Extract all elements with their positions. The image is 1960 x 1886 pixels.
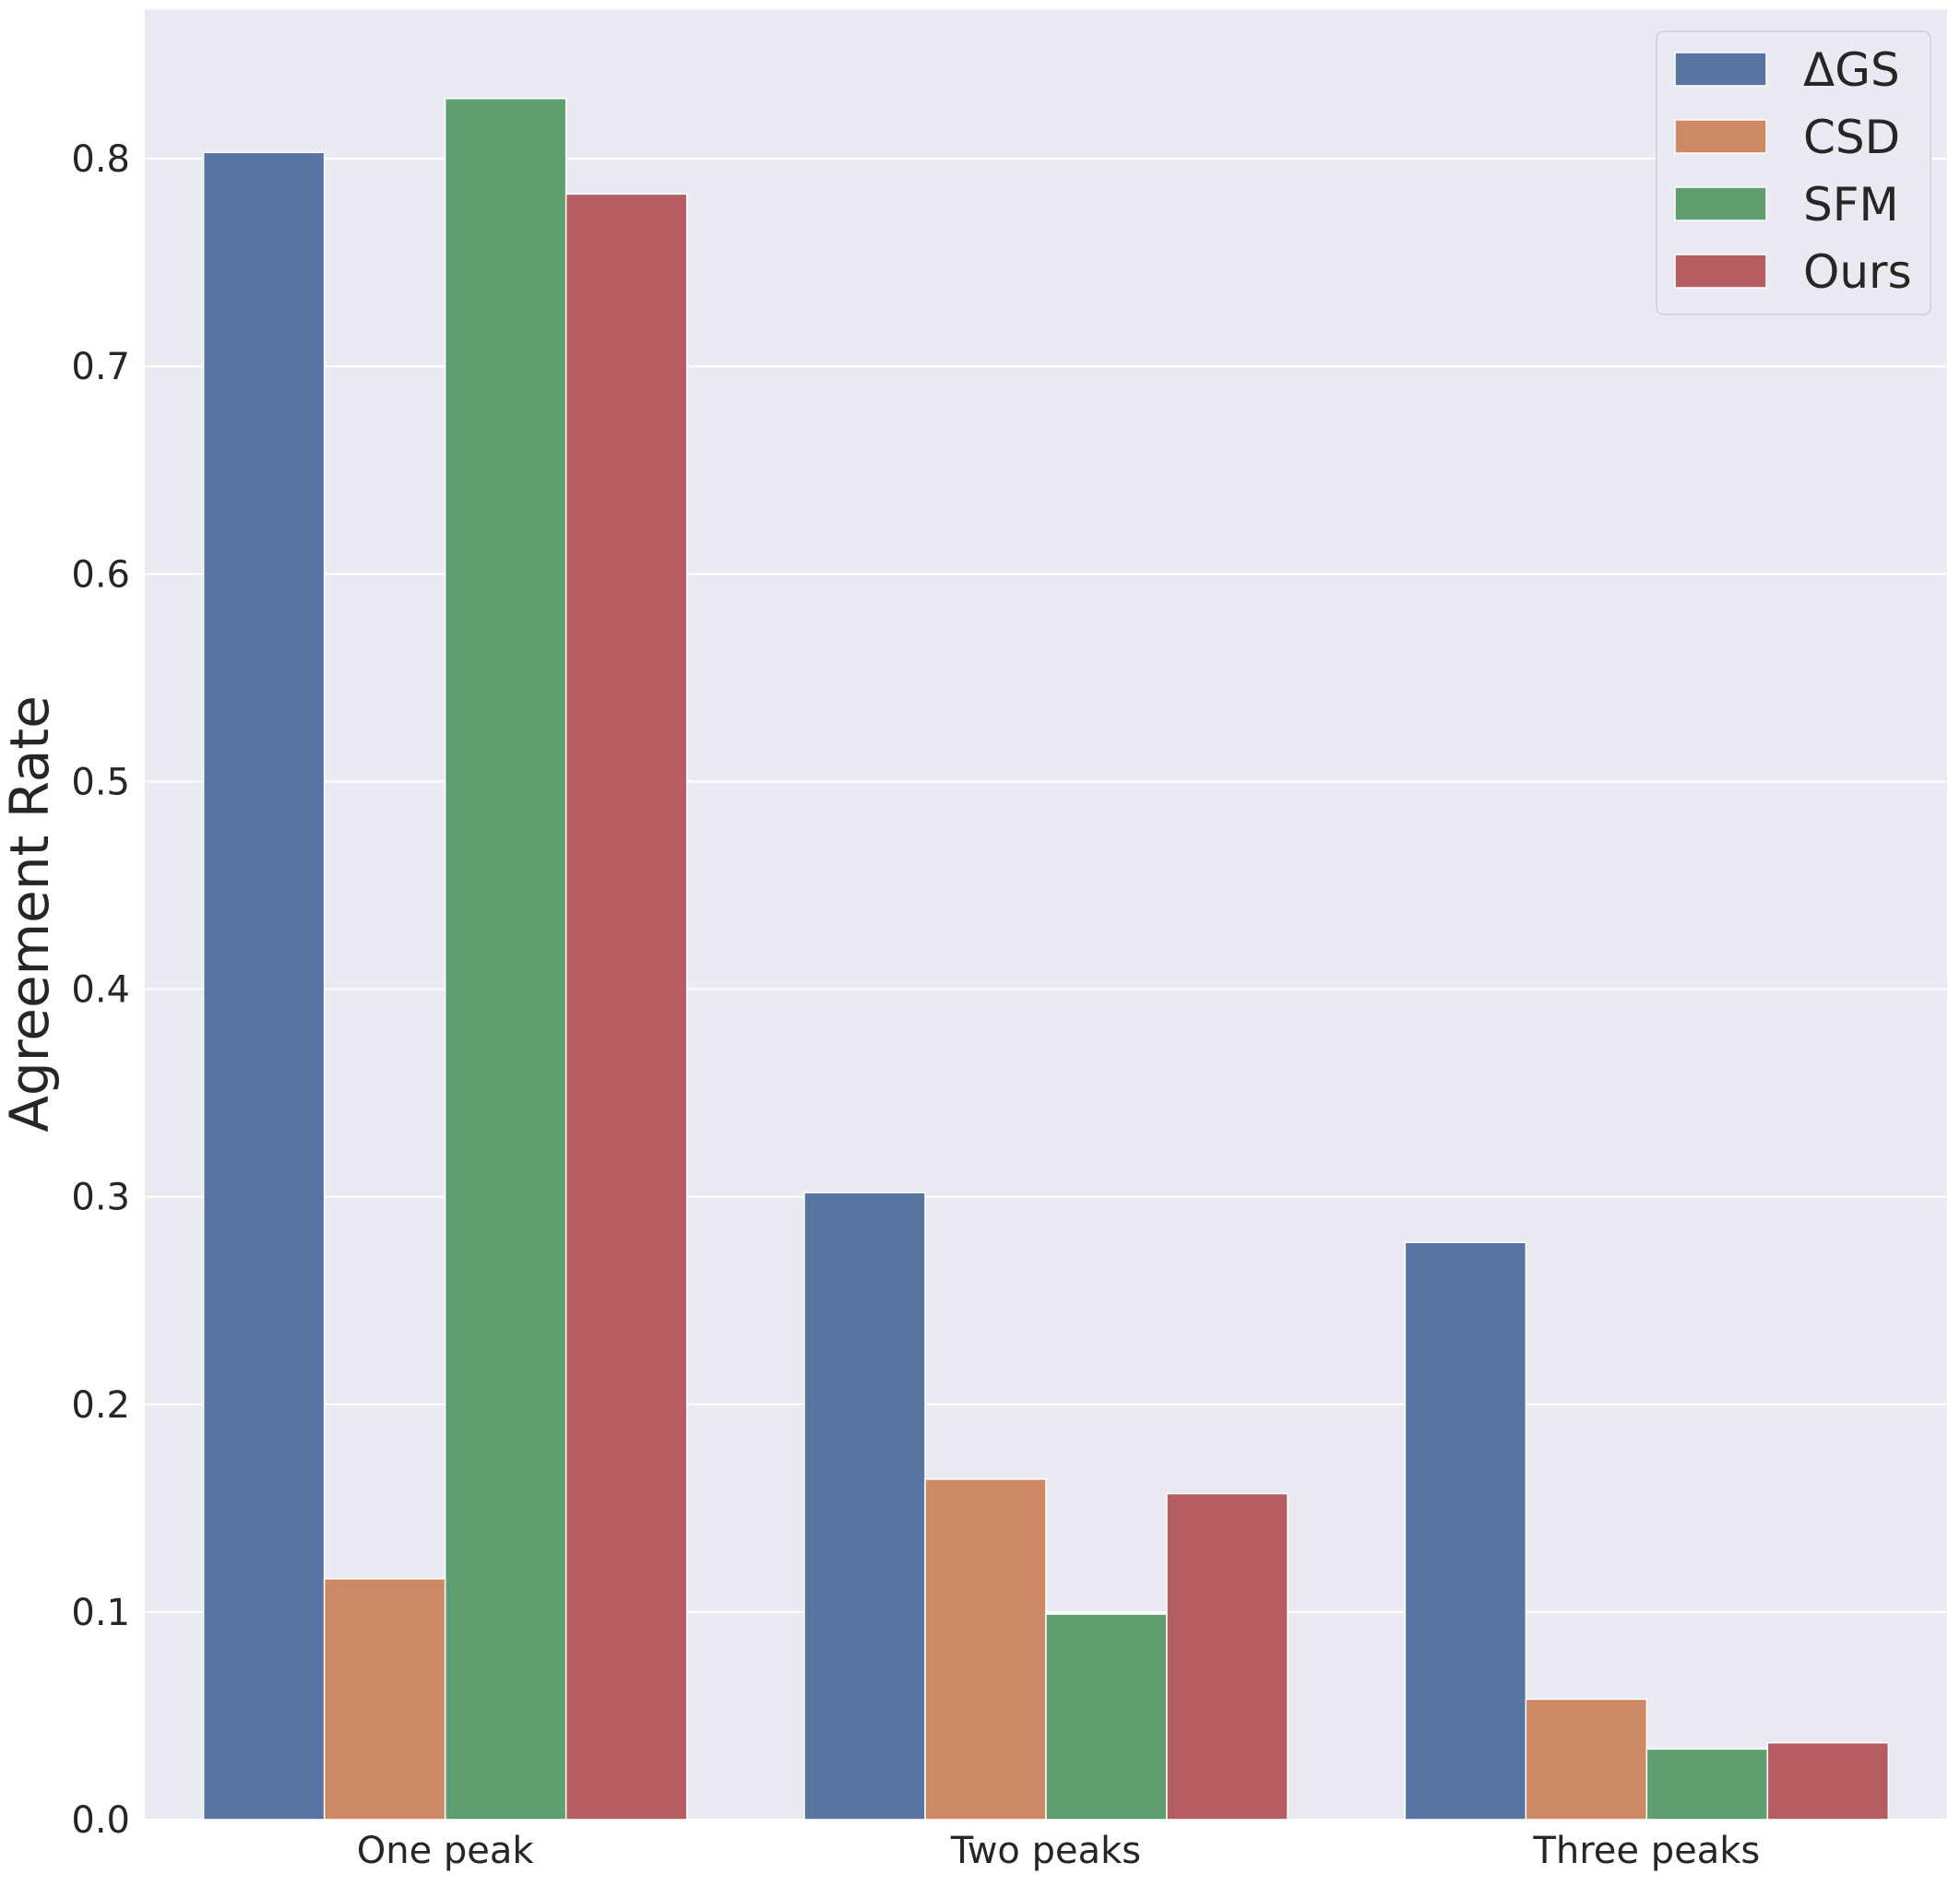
x-tick-labels: One peak Two peaks Three peaks [357,1830,1760,1872]
bar-gs-3 [1404,1241,1527,1821]
bar-csd-1 [323,1578,446,1821]
bar-gs-1 [202,151,326,1821]
x-tick-label: One peak [357,1830,535,1872]
legend-swatch [1674,119,1767,154]
bar-ours-3 [1766,1741,1890,1821]
y-tick-labels: 0.0 0.1 0.2 0.3 0.4 0.5 0.6 0.7 0.8 [71,138,130,1842]
bar-sfm-2 [1045,1613,1168,1821]
legend-swatch [1674,52,1767,87]
y-tick-label: 0.8 [71,138,130,181]
x-tick-label: Three peaks [1532,1830,1760,1872]
y-tick-label: 0.5 [71,761,130,803]
y-tick-label: 0.0 [71,1799,130,1842]
bar-csd-3 [1525,1698,1648,1821]
x-tick-label: Two peaks [950,1830,1141,1872]
bar-sfm-1 [444,98,567,1821]
y-tick-label: 0.4 [71,969,130,1012]
legend-swatch [1674,254,1767,289]
y-tick-label: 0.6 [71,553,130,596]
y-tick-label: 0.7 [71,346,130,388]
legend-frame [1656,30,1931,315]
bar-sfm-3 [1645,1748,1769,1821]
legend: ΔGS CSD SFM Ours [1656,30,1931,315]
bars [202,98,1890,1821]
legend-label: ΔGS [1803,43,1900,97]
bar-ours-2 [1166,1492,1289,1821]
bar-ours-1 [564,193,688,1821]
legend-label: SFM [1803,178,1899,231]
legend-label: CSD [1803,111,1900,164]
bar-csd-2 [924,1478,1047,1821]
y-axis-label: Agreement Rate [0,695,61,1133]
y-tick-label: 0.2 [71,1384,130,1427]
y-tick-label: 0.1 [71,1592,130,1634]
legend-swatch [1674,186,1767,221]
y-tick-label: 0.3 [71,1177,130,1219]
bar-gs-2 [803,1192,926,1821]
legend-label: Ours [1803,245,1912,299]
